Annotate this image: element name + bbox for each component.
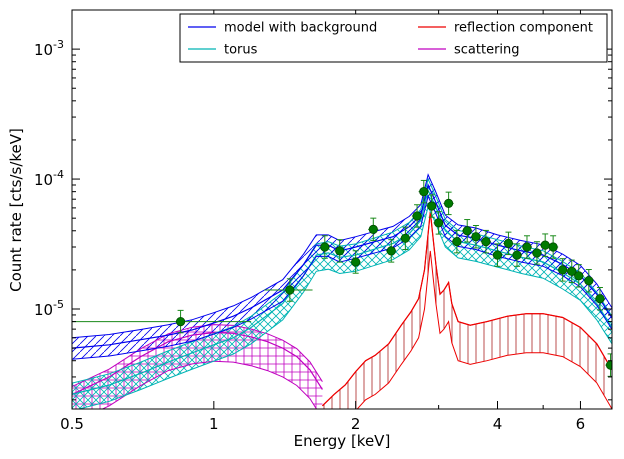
data-point bbox=[584, 276, 594, 286]
legend-label: model with background bbox=[224, 21, 377, 36]
data-point bbox=[412, 211, 422, 221]
data-point bbox=[595, 294, 605, 304]
data-point bbox=[605, 360, 612, 370]
y-axis-label: Count rate [cts/s/keV] bbox=[7, 128, 25, 292]
reflection-component-lower-line bbox=[356, 250, 612, 409]
data-point bbox=[532, 248, 542, 258]
x-axis-ticks: 0.5 1 2 4 6 bbox=[60, 10, 613, 433]
data-point bbox=[558, 265, 568, 275]
model-with-background-upper-line bbox=[72, 173, 612, 339]
x-tick-label: 0.5 bbox=[60, 415, 84, 433]
data-point bbox=[427, 201, 437, 211]
y-tick-label: 10-5 bbox=[34, 298, 64, 319]
data-point bbox=[492, 250, 503, 260]
uncertainty-bands bbox=[72, 174, 612, 409]
data-point bbox=[175, 316, 186, 327]
reflection-component-band bbox=[322, 211, 612, 409]
data-point bbox=[481, 237, 491, 247]
reflection-component-upper-line bbox=[322, 211, 612, 407]
data-point bbox=[503, 238, 514, 248]
torus-band bbox=[72, 179, 612, 409]
data-point bbox=[462, 226, 472, 236]
data-point bbox=[285, 285, 295, 295]
scattering-line bbox=[72, 331, 323, 395]
scattering-upper-line bbox=[72, 324, 323, 388]
y-tick-label: 10-3 bbox=[34, 38, 64, 59]
legend-label: torus bbox=[224, 43, 258, 58]
data-point bbox=[567, 266, 577, 276]
data-point bbox=[548, 242, 558, 252]
x-tick-label: 6 bbox=[576, 415, 586, 433]
data-point bbox=[471, 232, 481, 242]
x-tick-label: 2 bbox=[351, 415, 361, 433]
data-point bbox=[368, 224, 378, 234]
torus-lower-line bbox=[76, 204, 612, 409]
legend-box bbox=[179, 13, 608, 63]
x-axis-label: Energy [keV] bbox=[294, 432, 391, 450]
data-points bbox=[72, 179, 612, 377]
data-point bbox=[574, 271, 584, 281]
legend-label: scattering bbox=[454, 43, 520, 58]
y-tick-label: 10-4 bbox=[34, 168, 64, 189]
data-point bbox=[400, 233, 410, 243]
legend-label: reflection component bbox=[454, 21, 593, 36]
model-with-background-band bbox=[72, 174, 612, 360]
model-with-background-line bbox=[72, 183, 612, 349]
x-tick-label: 4 bbox=[493, 415, 503, 433]
legend: model with background reflection componen… bbox=[179, 13, 608, 63]
data-point bbox=[320, 242, 330, 252]
data-point bbox=[434, 218, 444, 228]
plot-frame bbox=[71, 9, 613, 410]
data-point bbox=[540, 240, 550, 250]
y-axis-ticks: 10-5 10-4 10-3 bbox=[34, 9, 612, 401]
data-point bbox=[351, 257, 361, 267]
scattering-lower-line bbox=[101, 360, 318, 409]
data-point bbox=[386, 246, 396, 256]
data-point bbox=[335, 246, 345, 256]
data-point bbox=[452, 237, 462, 247]
x-tick-label: 1 bbox=[209, 415, 219, 433]
data-point bbox=[522, 242, 532, 252]
data-point bbox=[512, 250, 522, 260]
data-point bbox=[444, 198, 454, 208]
model-with-background-lower-line bbox=[72, 194, 612, 360]
data-point bbox=[419, 187, 429, 197]
